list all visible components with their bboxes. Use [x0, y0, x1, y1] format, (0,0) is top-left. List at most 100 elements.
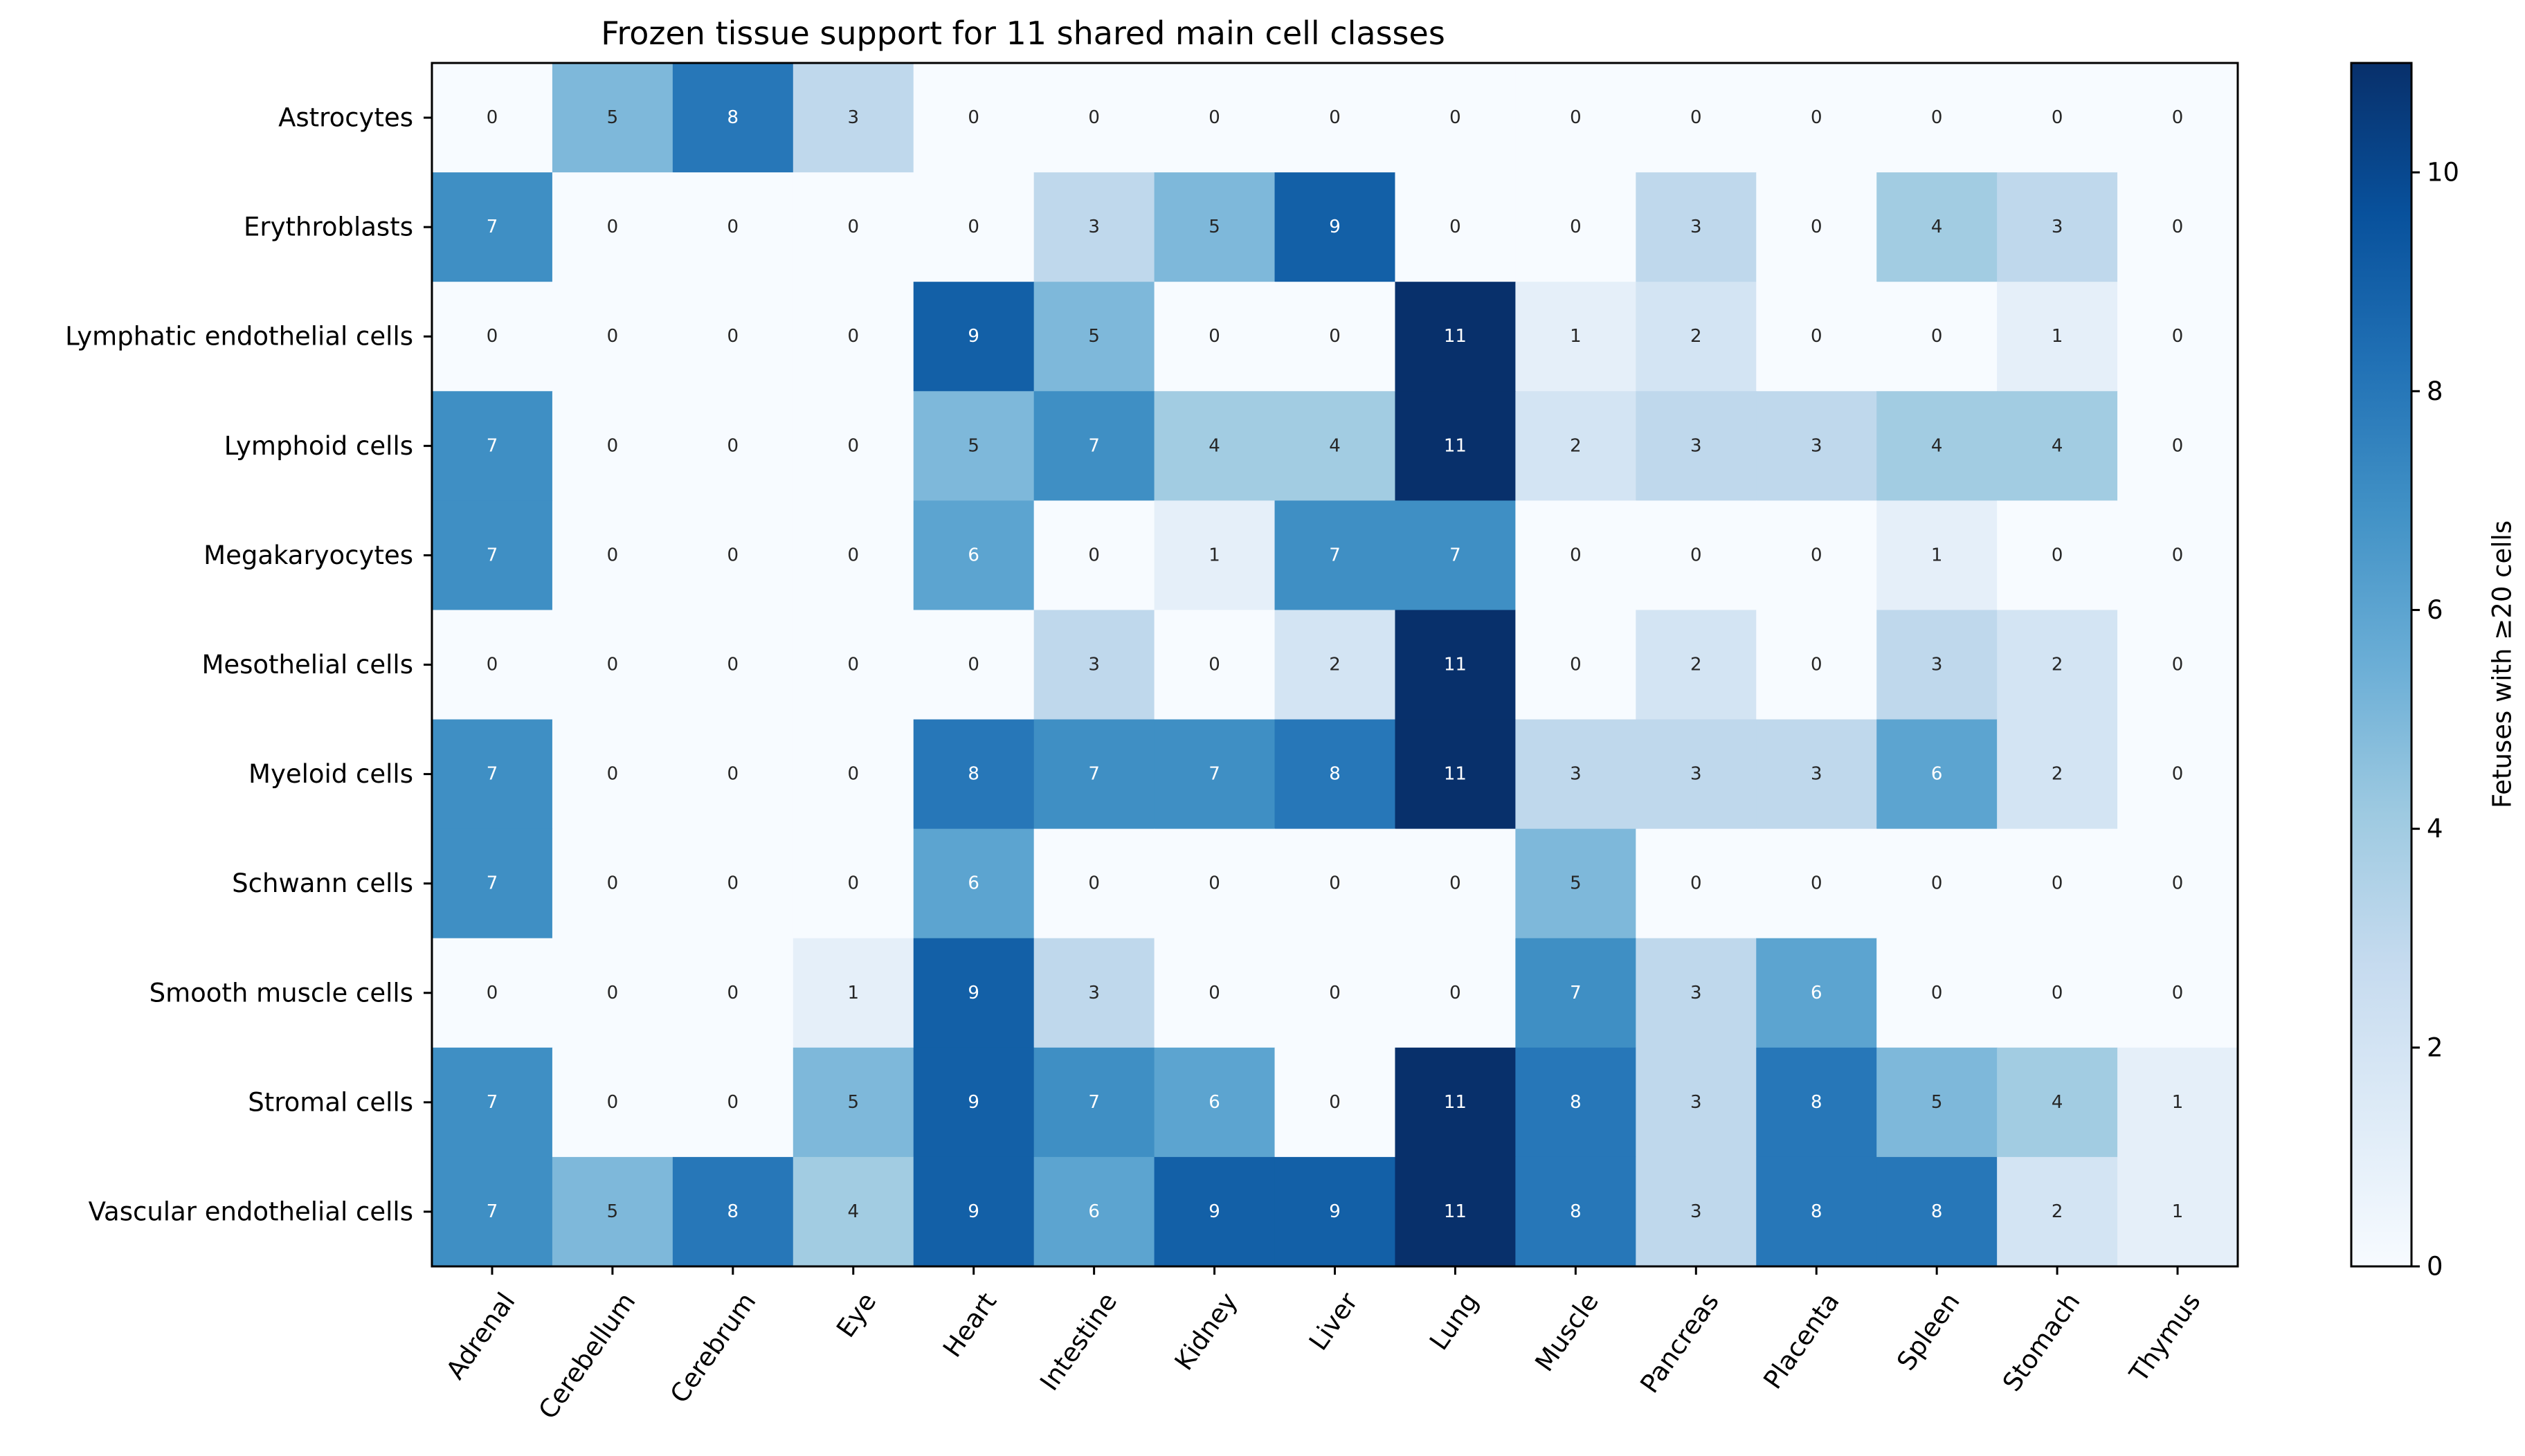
- cell-value-label: 0: [2052, 983, 2063, 1003]
- cell-value-label: 3: [1570, 764, 1582, 785]
- cell-value-label: 0: [1931, 873, 1943, 894]
- y-tick-label: Lymphatic endothelial cells: [65, 322, 413, 352]
- heatmap-cell: [432, 282, 553, 392]
- y-tick-label: Myeloid cells: [248, 759, 413, 789]
- heatmap-cell: [552, 391, 673, 501]
- y-tick-label: Erythroblasts: [244, 212, 413, 242]
- x-tick-label: Thymus: [2124, 1287, 2207, 1388]
- cell-value-label: 0: [727, 1092, 739, 1113]
- cell-value-label: 11: [1444, 1201, 1467, 1222]
- cell-value-label: 0: [727, 435, 739, 456]
- cell-value-label: 6: [1811, 983, 1822, 1003]
- cell-value-label: 9: [968, 1092, 979, 1113]
- cell-value-label: 0: [968, 107, 979, 128]
- cell-value-label: 0: [1209, 326, 1220, 347]
- heatmap-cell: [672, 719, 794, 830]
- cell-value-label: 7: [487, 1201, 498, 1222]
- heatmap-cell: [432, 500, 553, 611]
- cell-value-label: 7: [487, 545, 498, 565]
- y-tick-label: Stromal cells: [248, 1087, 413, 1117]
- heatmap-cell: [1274, 63, 1396, 173]
- heatmap-cell: [793, 938, 914, 1048]
- cell-value-label: 0: [727, 983, 739, 1003]
- cell-value-label: 8: [727, 1201, 739, 1222]
- cell-value-label: 3: [1690, 217, 1702, 237]
- heatmap-cell: [672, 172, 794, 282]
- cell-value-label: 0: [2172, 107, 2184, 128]
- heatmap-cell: [1756, 1156, 1877, 1267]
- heatmap-cell: [913, 1156, 1035, 1267]
- heatmap-cell: [913, 172, 1035, 282]
- heatmap-cell: [1154, 172, 1276, 282]
- heatmap-cell: [552, 828, 673, 939]
- cell-value-label: 7: [487, 873, 498, 894]
- cell-value-label: 0: [2172, 764, 2184, 785]
- cell-value-label: 0: [2172, 217, 2184, 237]
- heatmap-cell: [1154, 391, 1276, 501]
- heatmap-cell: [1756, 610, 1877, 720]
- y-tick-label: Smooth muscle cells: [150, 978, 413, 1008]
- cell-value-label: 0: [2052, 545, 2063, 565]
- heatmap-cell: [1395, 63, 1516, 173]
- heatmap-cell: [1636, 719, 1757, 830]
- x-tick-label: Intestine: [1034, 1287, 1123, 1396]
- heatmap-cell: [1515, 828, 1636, 939]
- heatmap-cell: [432, 63, 553, 173]
- heatmap-cell: [2117, 391, 2238, 501]
- colorbar-tick-label: 10: [2427, 158, 2459, 188]
- chart-title: Frozen tissue support for 11 shared main…: [601, 15, 1445, 52]
- heatmap-cell: [1997, 500, 2118, 611]
- cell-value-label: 7: [487, 217, 498, 237]
- cell-value-label: 0: [1449, 983, 1461, 1003]
- heatmap-cell: [1876, 610, 1998, 720]
- heatmap-cell: [1636, 1047, 1757, 1158]
- cell-value-label: 0: [1570, 655, 1582, 675]
- heatmap-cell: [1395, 282, 1516, 392]
- heatmap-cell: [2117, 938, 2238, 1048]
- cell-value-label: 9: [968, 326, 979, 347]
- cell-value-label: 3: [847, 107, 859, 128]
- heatmap-cell: [1636, 1156, 1757, 1267]
- cell-value-label: 0: [607, 655, 619, 675]
- heatmap-cell: [1997, 1156, 2118, 1267]
- heatmap-cell: [913, 938, 1035, 1048]
- cell-value-label: 0: [607, 217, 619, 237]
- heatmap-cell: [1154, 610, 1276, 720]
- heatmap-cell: [552, 610, 673, 720]
- cell-value-label: 4: [2052, 1092, 2063, 1113]
- cell-value-label: 7: [1088, 764, 1100, 785]
- heatmap-cell: [1756, 1047, 1877, 1158]
- cell-value-label: 0: [1811, 217, 1822, 237]
- cell-value-label: 7: [487, 764, 498, 785]
- heatmap-cell: [1756, 282, 1877, 392]
- heatmap-cell: [1154, 500, 1276, 611]
- cell-value-label: 7: [487, 435, 498, 456]
- cell-value-label: 0: [607, 326, 619, 347]
- cell-value-label: 4: [1209, 435, 1220, 456]
- colorbar-tick-label: 4: [2427, 814, 2443, 844]
- heatmap-cell: [793, 391, 914, 501]
- x-tick-label: Spleen: [1891, 1287, 1966, 1376]
- cell-value-label: 1: [2172, 1092, 2184, 1113]
- heatmap-cell: [552, 282, 673, 392]
- heatmap-cell: [1515, 500, 1636, 611]
- heatmap-cell: [913, 391, 1035, 501]
- heatmap-cell: [2117, 828, 2238, 939]
- cell-value-label: 0: [727, 326, 739, 347]
- cell-value-label: 0: [1690, 873, 1702, 894]
- heatmap-cell: [913, 500, 1035, 611]
- heatmap-cell: [1395, 500, 1516, 611]
- heatmap-cell: [1033, 938, 1155, 1048]
- heatmap-cell: [1997, 719, 2118, 830]
- cell-value-label: 4: [1931, 435, 1943, 456]
- heatmap-cell: [1033, 500, 1155, 611]
- heatmap-cell: [793, 172, 914, 282]
- heatmap-cell: [1636, 610, 1757, 720]
- x-tick-label: Placenta: [1757, 1287, 1845, 1394]
- cell-value-label: 0: [1931, 983, 1943, 1003]
- colorbar-ticks: 0 2 4 6 8 10: [2411, 158, 2459, 1282]
- colorbar-tick-label: 6: [2427, 595, 2443, 625]
- cell-value-label: 0: [487, 983, 498, 1003]
- cell-value-label: 9: [1329, 1201, 1341, 1222]
- heatmap-cell: [1274, 172, 1396, 282]
